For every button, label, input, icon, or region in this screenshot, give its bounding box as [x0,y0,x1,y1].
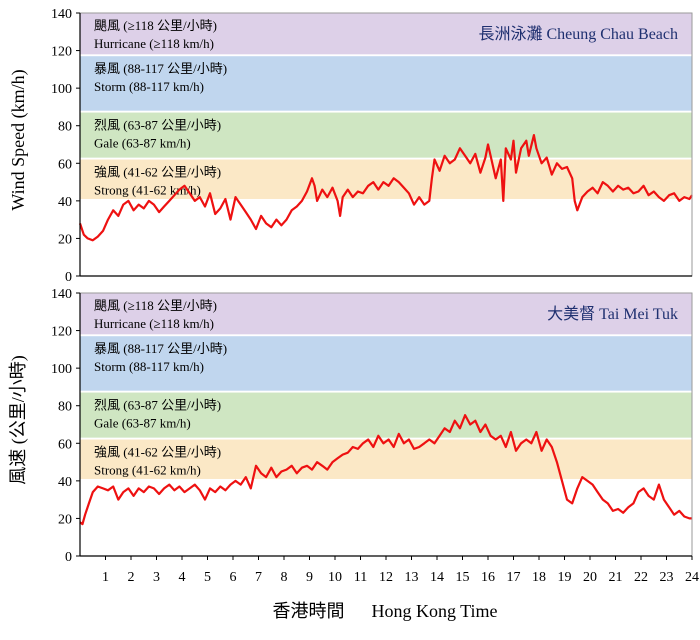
y-tick-label: 40 [58,195,72,210]
wind-speed-line [78,134,693,242]
y-tick-label: 140 [51,287,72,302]
wind-band [80,56,692,111]
y-tick-label: 0 [65,270,72,285]
x-tick-label: 12 [379,570,393,585]
band-label-en: Hurricane (≥118 km/h) [94,36,214,51]
x-tick-label: 18 [532,570,546,585]
x-tick-label: 17 [507,570,521,585]
x-tick-label: 7 [255,570,262,585]
wind-band [80,112,692,158]
wind-band [80,159,692,199]
station-title: 大美督 Tai Mei Tuk [547,305,678,323]
x-tick-label: 11 [354,570,367,585]
x-tick-label: 10 [328,570,342,585]
x-tick-label: 23 [660,570,674,585]
band-label-zh: 烈風 (63-87 公里/小時) [94,398,221,413]
y-tick-label: 140 [51,7,72,22]
x-tick-label: 1 [102,570,109,585]
y-tick-label: 0 [65,550,72,565]
band-label-zh: 強風 (41-62 公里/小時) [94,165,221,180]
x-tick-label: 14 [430,570,444,585]
band-label-en: Strong (41-62 km/h) [94,183,201,198]
y-tick-label: 60 [58,437,72,452]
y-tick-label: 60 [58,157,72,172]
x-tick-label: 13 [405,570,419,585]
band-label-en: Strong (41-62 km/h) [94,463,201,478]
band-label-en: Gale (63-87 km/h) [94,416,191,431]
x-tick-label: 5 [204,570,211,585]
station-title: 長洲泳灘 Cheung Chau Beach [478,25,678,43]
chart-panel-1: 颶風 (≥118 公里/小時) Hurricane (≥118 km/h) 暴風 (… [51,7,693,285]
band-label-zh: 烈風 (63-87 公里/小時) [94,118,221,133]
x-tick-label: 8 [281,570,288,585]
band-label-en: Storm (88-117 km/h) [94,359,204,374]
wind-band [80,336,692,391]
chart-panel-2: 颶風 (≥118 公里/小時) Hurricane (≥118 km/h) 暴風 (… [51,287,699,585]
x-tick-label: 19 [558,570,572,585]
x-axis-label: 香港時間 Hong Kong Time [272,601,497,621]
y-tick-label: 20 [58,512,72,527]
y-tick-label: 120 [51,325,72,340]
band-label-en: Storm (88-117 km/h) [94,79,204,94]
band-label-en: Gale (63-87 km/h) [94,136,191,151]
wind-band [80,439,692,479]
band-label-zh: 強風 (41-62 公里/小時) [94,445,221,460]
wind-band [80,13,692,55]
band-label-zh: 暴風 (88-117 公里/小時) [94,341,227,356]
band-label-zh: 暴風 (88-117 公里/小時) [94,61,227,76]
x-tick-label: 22 [634,570,648,585]
y-tick-label: 100 [51,362,72,377]
x-tick-label: 2 [128,570,135,585]
band-label-en: Hurricane (≥118 km/h) [94,316,214,331]
band-label-zh: 颶風 (≥118 公里/小時) [94,298,217,313]
x-tick-label: 4 [179,570,186,585]
x-tick-label: 9 [306,570,313,585]
y-axis-label-top: Wind Speed (km/h) [8,69,29,210]
y-axis-label-bottom: 風速 (公里/小時) [8,355,29,485]
y-tick-label: 80 [58,400,72,415]
x-tick-label: 6 [230,570,237,585]
x-tick-label: 20 [583,570,597,585]
x-tick-label: 21 [609,570,623,585]
y-tick-label: 20 [58,232,72,247]
x-tick-label: 3 [153,570,160,585]
y-tick-label: 80 [58,120,72,135]
y-tick-label: 40 [58,475,72,490]
x-tick-label: 16 [481,570,495,585]
x-tick-label: 24 [685,570,699,585]
y-tick-label: 100 [51,82,72,97]
wind-speed-line [79,414,692,526]
chart-panels: 颶風 (≥118 公里/小時) Hurricane (≥118 km/h) 暴風 (… [51,7,699,585]
wind-band [80,392,692,438]
x-tick-label: 15 [456,570,470,585]
band-label-zh: 颶風 (≥118 公里/小時) [94,18,217,33]
y-tick-label: 120 [51,45,72,60]
wind-band [80,293,692,335]
